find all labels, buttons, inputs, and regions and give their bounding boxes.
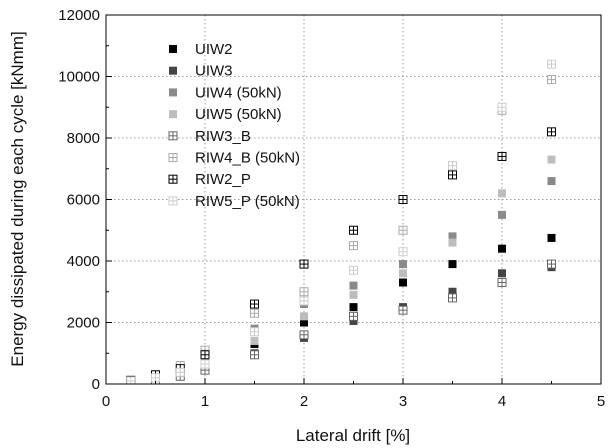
legend-marker: [169, 88, 177, 97]
data-point: [448, 287, 457, 296]
data-point: [398, 247, 408, 257]
y-tick-label: 0: [92, 376, 100, 393]
legend-marker: [168, 131, 178, 141]
data-point: [498, 210, 506, 219]
data-point: [448, 161, 457, 171]
data-point: [175, 367, 185, 377]
data-point: [398, 225, 408, 235]
ticks: 0 1 2 3 4 5 0 2000 4000 6000 8000 10000 12000: [58, 7, 605, 410]
data-point: [497, 278, 507, 288]
x-tick-label: 5: [597, 393, 605, 410]
data-point: [349, 241, 358, 251]
x-tick-label: 3: [399, 393, 407, 410]
grid: [106, 15, 601, 384]
x-tick-label: 2: [300, 393, 308, 410]
data-point: [398, 305, 408, 315]
legend-marker: [168, 153, 178, 162]
data-point: [547, 259, 556, 269]
data-point: [250, 327, 259, 337]
data-point: [448, 260, 457, 269]
data-point: [448, 170, 457, 180]
legend-label: UIW4 (50kN): [195, 84, 282, 101]
data-point: [349, 281, 358, 290]
legend-marker: [169, 66, 177, 75]
data-point: [151, 373, 160, 383]
y-tick-label: 6000: [67, 192, 100, 209]
data-point: [250, 350, 259, 360]
legend-label: RIW3_B: [195, 128, 251, 145]
legend: UIW2 UIW3 UIW4 (50kN) UIW5 (50kN) RIW3_B RIW4…: [168, 41, 300, 210]
data-point: [200, 359, 210, 369]
data-point: [300, 312, 308, 321]
legend-label: RIW5_P (50kN): [195, 193, 300, 210]
x-tick-label: 1: [201, 393, 209, 410]
x-tick-label: 0: [102, 393, 110, 410]
legend-marker: [169, 45, 177, 53]
legend-label: UIW2: [195, 41, 233, 58]
data-point: [299, 259, 309, 269]
legend-label: UIW5 (50kN): [195, 106, 282, 123]
x-axis-title: Lateral drift [%]: [296, 426, 410, 445]
legend-label: RIW2_P: [195, 171, 251, 188]
data-point: [349, 311, 358, 321]
legend-marker: [168, 174, 178, 184]
data-point: [547, 177, 556, 186]
y-tick-label: 2000: [67, 315, 100, 332]
data-point: [547, 75, 556, 85]
data-point: [448, 232, 457, 241]
data-point: [349, 290, 358, 299]
data-point: [547, 127, 556, 137]
data-point: [497, 151, 507, 161]
data-point: [250, 336, 259, 345]
data-point: [399, 278, 407, 287]
y-axis-title: Energy dissipated during each cycle [kNm…: [8, 31, 27, 366]
y-tick-label: 8000: [67, 130, 100, 147]
data-point: [399, 269, 407, 278]
data-point: [300, 318, 308, 327]
y-tick-label: 12000: [58, 7, 100, 24]
y-tick-label: 10000: [58, 69, 100, 86]
data-point: [349, 316, 358, 325]
data-point: [448, 238, 457, 247]
data-point: [398, 195, 408, 204]
legend-label: UIW3: [195, 63, 233, 80]
data-point: [547, 233, 556, 242]
data-point: [250, 299, 259, 309]
data-point: [200, 350, 210, 360]
data-point: [299, 330, 309, 340]
data-point: [497, 102, 507, 112]
data-point: [349, 303, 358, 312]
data-point: [498, 269, 506, 278]
y-tick-label: 4000: [67, 253, 100, 270]
data-point: [399, 260, 407, 269]
legend-label: RIW4_B (50kN): [195, 150, 300, 167]
legend-marker: [169, 110, 177, 119]
data-point: [349, 225, 358, 235]
legend-marker: [168, 196, 178, 206]
data-point: [498, 189, 506, 198]
data-layer: [126, 59, 556, 384]
data-point: [299, 296, 309, 306]
data-point: [250, 308, 259, 318]
data-point: [299, 287, 309, 297]
data-point: [547, 59, 556, 69]
data-point: [547, 155, 556, 164]
x-tick-label: 4: [498, 393, 506, 410]
data-point: [448, 293, 457, 303]
data-point: [498, 244, 506, 253]
data-point: [349, 265, 358, 275]
